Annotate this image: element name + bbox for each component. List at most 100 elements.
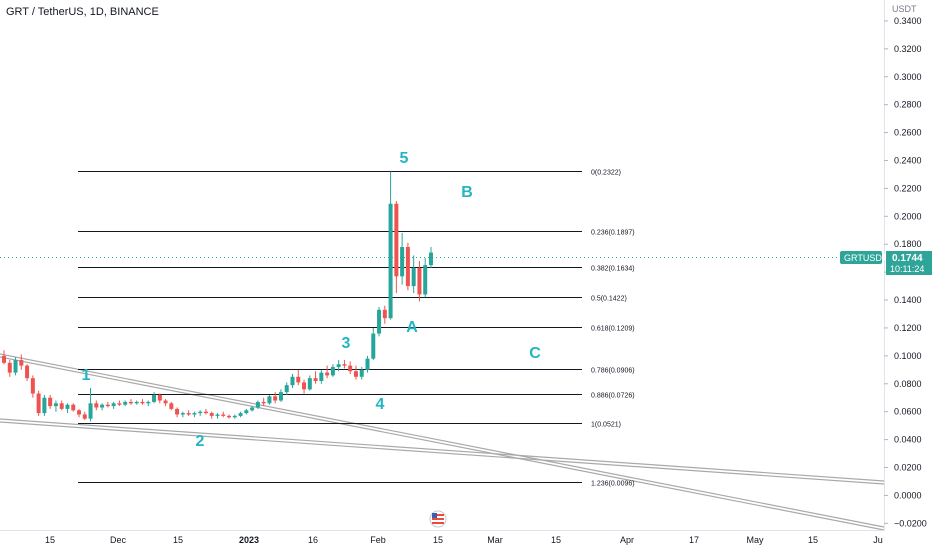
time-tick-label: 15 (808, 535, 818, 545)
time-tick-label: May (746, 535, 764, 545)
candle (296, 369, 301, 386)
candle (157, 393, 162, 404)
price-axis-unit: USDT (892, 4, 917, 14)
price-tick-label: 0.1000 (894, 351, 922, 361)
fib-label: 1(0.0521) (591, 422, 621, 429)
time-tick-label: 15 (433, 535, 443, 545)
candle (400, 233, 405, 285)
candle (348, 361, 353, 375)
candle (42, 394, 47, 416)
candle (180, 411, 185, 418)
candle (13, 357, 18, 376)
wave-label-B: B (461, 184, 473, 201)
candle (342, 360, 347, 369)
symbol-tag: GRTUSDT (844, 253, 888, 263)
candle (215, 413, 220, 419)
price-tick-label: 0.3000 (894, 72, 922, 82)
candle (238, 411, 243, 418)
candle (53, 400, 58, 412)
time-tick-label: 16 (308, 535, 318, 545)
time-tick-label: Mar (487, 535, 503, 545)
candle (244, 408, 249, 415)
candle (278, 389, 283, 402)
candle (128, 399, 133, 405)
wave-label-1: 1 (82, 367, 91, 384)
last-price-tag: 0.1744 (892, 253, 923, 264)
time-tick-label: Feb (370, 535, 386, 545)
time-tick-label: 15 (45, 535, 55, 545)
symbol-tag-bg (840, 251, 882, 264)
time-tick-label: Apr (620, 535, 634, 545)
candle (273, 392, 278, 404)
candle (302, 379, 307, 394)
price-tick-label: 0.0000 (894, 490, 922, 500)
price-tick-label: 0.1400 (894, 295, 922, 305)
candle (359, 367, 364, 380)
candle (365, 355, 370, 373)
candle (94, 400, 99, 411)
fib-label: 0.382(0.1634) (591, 266, 635, 273)
wave-label-4: 4 (376, 396, 385, 413)
time-tick-label: 2023 (239, 535, 259, 545)
time-tick-label: 17 (689, 535, 699, 545)
fib-label: 0.786(0.0906) (591, 368, 635, 375)
last-price-tag-bg (886, 251, 932, 275)
candle (163, 399, 168, 407)
candle (325, 365, 330, 379)
candle (261, 397, 266, 407)
price-tick-label: 0.0800 (894, 379, 922, 389)
price-tick-label: 0.2600 (894, 128, 922, 138)
candle (290, 374, 295, 388)
candle (250, 406, 255, 412)
price-axis[interactable]: 0.3400 0.3200 0.3000 0.2800 0.2600 0.2400 0.22… (884, 16, 927, 528)
time-axis[interactable]: 15 Dec 15 2023 16 Feb 15 Mar 15 Apr 17 May 15 Ju (45, 535, 883, 545)
price-tick-label: 0.2400 (894, 155, 922, 165)
price-tick-label: 0.3200 (894, 44, 922, 54)
price-tick-label: 0.2000 (894, 211, 922, 221)
candle (30, 375, 35, 398)
candle (377, 307, 382, 337)
candle (227, 414, 232, 419)
candle (232, 414, 237, 419)
candle (175, 407, 180, 418)
candle (59, 400, 64, 411)
candle (77, 408, 82, 418)
price-tick-label: 0.2800 (894, 100, 922, 110)
candle (186, 410, 191, 416)
candle (388, 171, 393, 320)
candle (423, 258, 428, 298)
wave-label-A: A (406, 319, 418, 336)
candle (36, 390, 41, 416)
candle (134, 400, 139, 405)
trendline-2-1 (0, 418, 885, 482)
candle (353, 365, 358, 380)
candle (19, 354, 24, 370)
fib-label: 1.236(0.0096) (591, 481, 635, 488)
price-tick-label: 0.2200 (894, 183, 922, 193)
candle (152, 392, 157, 404)
wave-label-2: 2 (196, 433, 205, 450)
trendline-2-2 (0, 421, 885, 485)
candle (88, 387, 93, 422)
economic-event-icon[interactable] (429, 510, 447, 528)
countdown-tag: 10:11:24 (890, 264, 924, 274)
trendlines (0, 353, 885, 531)
candle (203, 408, 208, 415)
fib-label: 0.618(0.1209) (591, 326, 635, 333)
candle (111, 401, 116, 409)
candle (330, 364, 335, 377)
wave-labels: 1 2 3 4 5 A B C (82, 150, 542, 450)
fib-retracement: 0(0.2322) 0.236(0.1897) 0.382(0.1634) 0.5(0… (78, 170, 635, 488)
candle (336, 360, 341, 372)
candle (411, 255, 416, 294)
price-tick-label: 0.1200 (894, 323, 922, 333)
time-tick-label: 15 (173, 535, 183, 545)
candle (382, 305, 387, 324)
candle (7, 360, 12, 377)
trendline-1-1 (0, 353, 885, 528)
fib-label: 0.886(0.0726) (591, 393, 635, 400)
candle (65, 403, 70, 414)
candle (405, 242, 410, 291)
candle (117, 400, 122, 407)
